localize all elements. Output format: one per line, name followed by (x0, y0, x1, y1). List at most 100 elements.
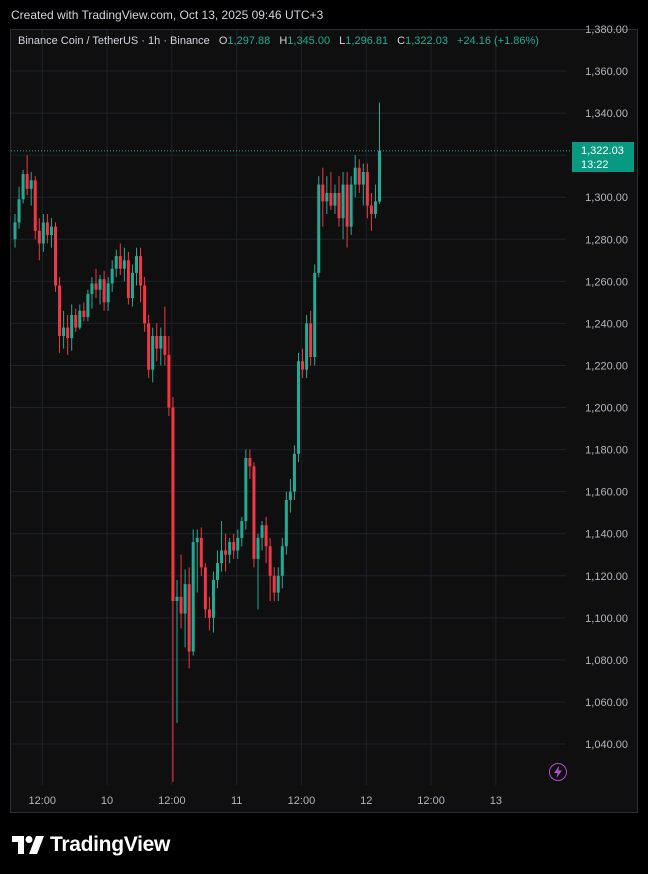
candle-body (139, 256, 143, 286)
candle (159, 327, 163, 366)
candle-body (264, 525, 268, 547)
candle-body (309, 323, 313, 358)
candle (260, 521, 264, 551)
candle-body (369, 205, 373, 215)
candle (74, 308, 78, 332)
tradingview-brand[interactable]: TradingView (12, 832, 170, 858)
candle-body (333, 192, 337, 206)
candle (98, 275, 102, 305)
candle-body (66, 327, 70, 339)
candle-body (151, 335, 155, 370)
candle-body (232, 542, 236, 551)
candle (248, 449, 252, 480)
candle-body (317, 184, 321, 273)
candle (45, 214, 49, 244)
candle (114, 249, 118, 278)
candle (313, 264, 317, 366)
candle-body (58, 285, 62, 336)
price-tick-label: 1,260.00 (585, 276, 628, 288)
candle (175, 579, 179, 723)
price-tick-label: 1,100.00 (585, 613, 628, 625)
candle-body (211, 579, 215, 618)
price-tick-label: 1,120.00 (585, 571, 628, 583)
candle-body (248, 457, 252, 467)
price-tick-label: 1,220.00 (585, 360, 628, 372)
candle (21, 169, 25, 204)
candle (139, 247, 143, 303)
candle (29, 171, 33, 206)
candle-body (329, 192, 333, 206)
candle-body (272, 575, 276, 593)
candle-body (240, 521, 244, 538)
price-axis: 1,040.00 1,060.00 1,080.00 1,100.00 1,120.00… (585, 24, 628, 751)
candle-body (118, 256, 122, 269)
candle (13, 214, 17, 248)
candle-body (37, 230, 41, 244)
open-label: O (218, 35, 228, 47)
candle-body (220, 550, 224, 564)
time-tick-label: 12:00 (158, 795, 186, 807)
candle-body (143, 285, 147, 324)
price-tick-label: 1,180.00 (585, 445, 628, 457)
price-tick-label: 1,360.00 (585, 66, 628, 78)
price-tick-label: 1,240.00 (585, 318, 628, 330)
candle-body (29, 180, 33, 189)
candle (365, 163, 369, 219)
symbol-label[interactable]: Binance Coin / TetherUS · 1h · Binance (18, 35, 210, 47)
candle-body (70, 314, 74, 339)
candle (54, 222, 57, 292)
candle (284, 491, 288, 555)
time-tick-label: 12:00 (288, 795, 316, 807)
candle (228, 537, 232, 564)
candle-body (179, 596, 183, 614)
candle (179, 554, 183, 629)
candle (272, 567, 276, 601)
candle-body (357, 167, 361, 185)
candle (211, 571, 215, 633)
candle-body (82, 310, 86, 318)
lightning-icon[interactable] (549, 763, 567, 781)
candle-body (345, 184, 349, 227)
chart-frame[interactable] (10, 29, 638, 813)
candle-body (98, 279, 102, 290)
candle (325, 176, 329, 215)
candle-body (349, 184, 353, 227)
candle (329, 171, 333, 210)
candle-body (216, 563, 219, 580)
candle-body (86, 293, 90, 318)
candle (280, 537, 284, 589)
candle (353, 155, 357, 198)
candle-body (301, 361, 305, 370)
candle-body (25, 174, 29, 189)
candle-body (203, 567, 207, 610)
candle (378, 102, 381, 204)
candle (90, 277, 94, 309)
candle (349, 176, 353, 236)
candle (183, 569, 187, 648)
price-tick-label: 1,200.00 (585, 403, 628, 415)
last-price-value: 1,322.03 (581, 145, 624, 157)
time-axis: 12:00 10 12:00 11 12:00 12 12:00 13 (28, 795, 501, 807)
candle-body (114, 256, 118, 269)
candle (37, 218, 41, 261)
candle-body (191, 542, 195, 652)
candle (373, 184, 377, 219)
candle-body (207, 609, 211, 618)
candle-body (74, 314, 78, 328)
high-label: H (279, 35, 288, 47)
candle (252, 462, 256, 568)
candle (126, 251, 130, 305)
candle (122, 247, 126, 282)
candle (199, 527, 203, 576)
candle (94, 268, 98, 299)
price-tick-label: 1,340.00 (585, 108, 628, 120)
price-tick-label: 1,280.00 (585, 234, 628, 246)
high-value: 1,345.00 (287, 35, 331, 47)
change-value: +24.16 (+1.86%) (457, 35, 539, 47)
candle-body (122, 260, 126, 269)
candle-body (163, 335, 167, 355)
candle-body (252, 466, 256, 559)
candle-body (167, 354, 171, 408)
candle (102, 270, 106, 311)
